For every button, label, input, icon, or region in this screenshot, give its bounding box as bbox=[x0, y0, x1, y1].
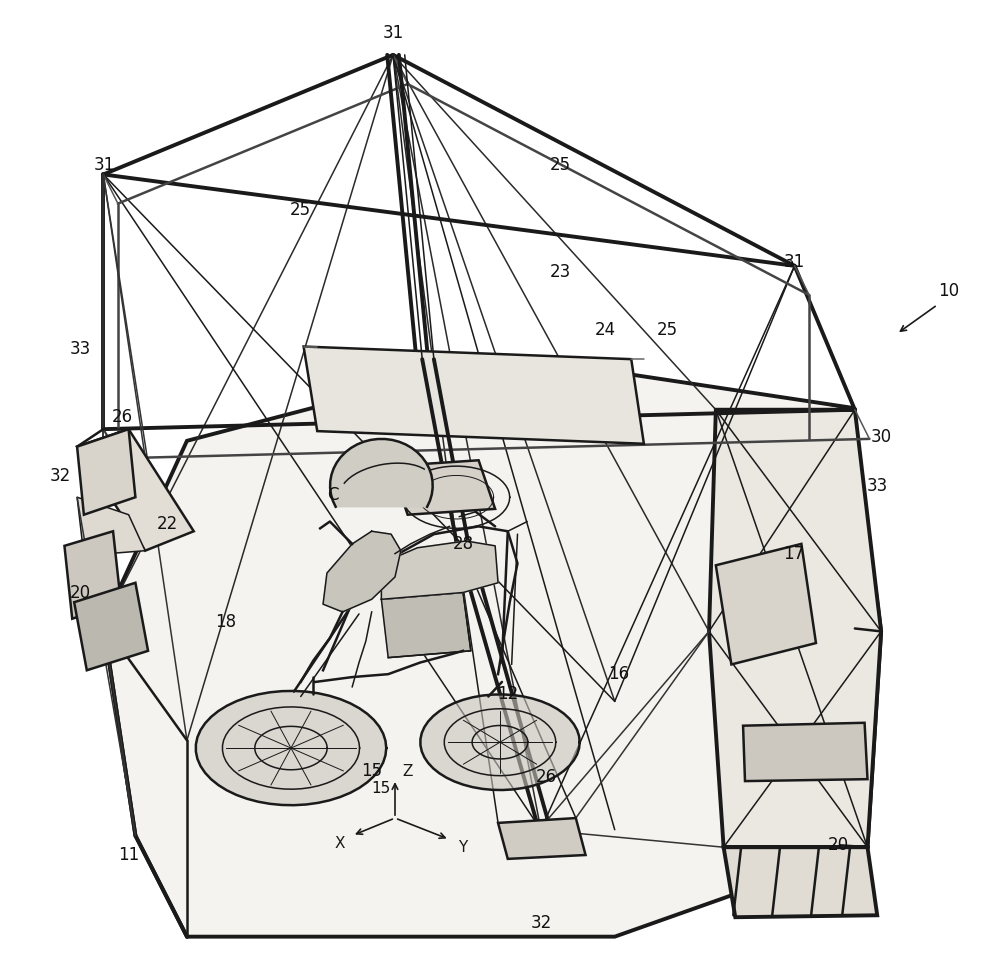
Text: 32: 32 bbox=[50, 467, 71, 485]
Text: 32: 32 bbox=[530, 914, 551, 932]
Text: 25: 25 bbox=[290, 202, 311, 219]
Text: 25: 25 bbox=[550, 156, 571, 174]
Text: 33: 33 bbox=[867, 477, 888, 494]
Text: Z: Z bbox=[402, 763, 413, 779]
Text: 31: 31 bbox=[382, 23, 404, 42]
Polygon shape bbox=[340, 558, 381, 600]
Polygon shape bbox=[724, 847, 877, 917]
Polygon shape bbox=[420, 694, 580, 790]
Text: 11: 11 bbox=[118, 846, 139, 864]
Text: X: X bbox=[334, 836, 345, 851]
Polygon shape bbox=[103, 356, 881, 937]
Polygon shape bbox=[381, 593, 471, 658]
Text: 23: 23 bbox=[550, 262, 571, 281]
Polygon shape bbox=[74, 583, 148, 670]
Polygon shape bbox=[196, 691, 386, 805]
Text: 24: 24 bbox=[594, 321, 616, 339]
Text: 31: 31 bbox=[784, 253, 805, 271]
Polygon shape bbox=[77, 429, 135, 515]
Text: Y: Y bbox=[458, 839, 468, 855]
Text: 15: 15 bbox=[361, 762, 382, 780]
Polygon shape bbox=[304, 346, 644, 444]
Text: 33: 33 bbox=[69, 340, 91, 359]
Text: 20: 20 bbox=[69, 583, 91, 602]
Text: 30: 30 bbox=[871, 428, 892, 446]
Text: 28: 28 bbox=[452, 535, 474, 553]
Text: 25: 25 bbox=[657, 321, 678, 339]
Polygon shape bbox=[330, 439, 433, 507]
Text: 16: 16 bbox=[608, 665, 629, 683]
Polygon shape bbox=[381, 541, 498, 600]
Text: 18: 18 bbox=[215, 612, 236, 631]
Text: 10: 10 bbox=[939, 282, 960, 300]
Text: 22: 22 bbox=[157, 516, 178, 533]
Text: C: C bbox=[327, 487, 339, 504]
Polygon shape bbox=[64, 531, 121, 619]
Text: 17: 17 bbox=[783, 545, 804, 563]
Polygon shape bbox=[323, 531, 401, 612]
Text: 26: 26 bbox=[536, 768, 557, 786]
Text: 15: 15 bbox=[372, 781, 391, 797]
Polygon shape bbox=[709, 410, 881, 847]
Polygon shape bbox=[743, 722, 868, 781]
Text: 20: 20 bbox=[828, 837, 849, 854]
Text: 31: 31 bbox=[94, 156, 115, 174]
Polygon shape bbox=[498, 818, 586, 859]
Polygon shape bbox=[716, 544, 816, 664]
Polygon shape bbox=[391, 460, 495, 515]
Polygon shape bbox=[77, 429, 194, 551]
Text: 12: 12 bbox=[497, 684, 518, 703]
Text: 26: 26 bbox=[112, 409, 133, 426]
Polygon shape bbox=[77, 497, 145, 556]
